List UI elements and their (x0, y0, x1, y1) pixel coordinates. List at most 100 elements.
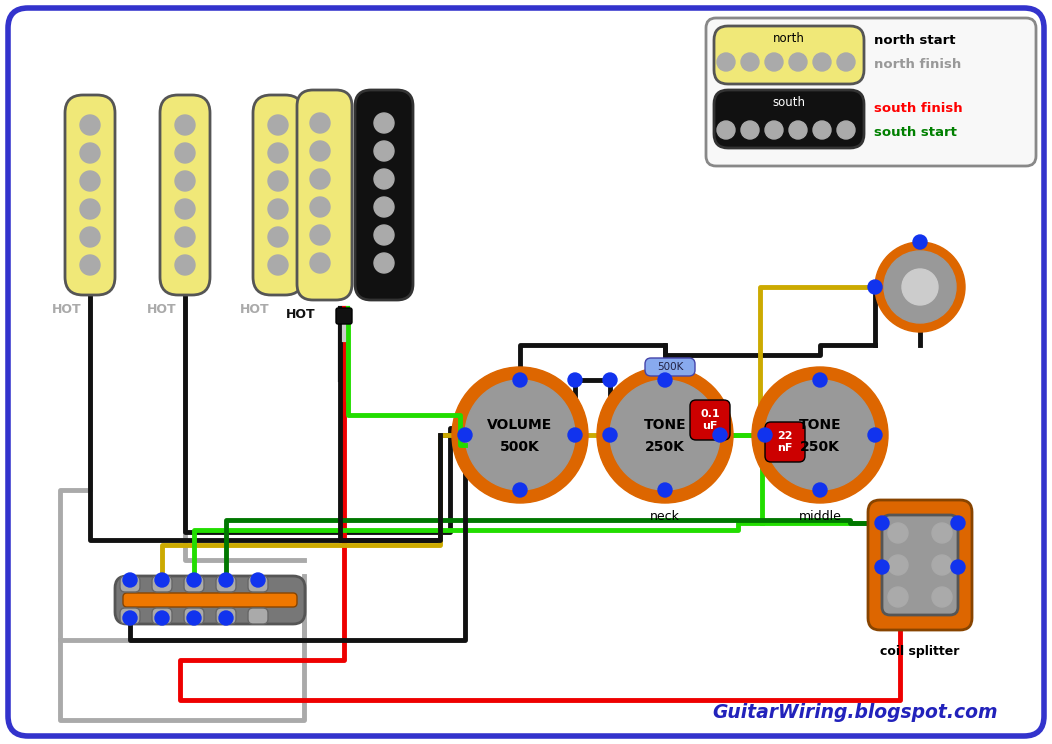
Circle shape (219, 611, 232, 625)
Text: south: south (772, 95, 806, 109)
Circle shape (902, 269, 938, 305)
Circle shape (375, 141, 394, 161)
Circle shape (175, 143, 195, 163)
FancyBboxPatch shape (248, 576, 268, 592)
Circle shape (175, 227, 195, 247)
Circle shape (875, 516, 889, 530)
Circle shape (80, 171, 100, 191)
Circle shape (155, 611, 169, 625)
Circle shape (375, 197, 394, 217)
Circle shape (155, 573, 169, 587)
Circle shape (268, 199, 288, 219)
Circle shape (868, 428, 882, 442)
Circle shape (175, 115, 195, 135)
FancyBboxPatch shape (151, 576, 171, 592)
Circle shape (752, 367, 888, 503)
Circle shape (513, 483, 527, 497)
FancyBboxPatch shape (714, 26, 864, 84)
Circle shape (268, 171, 288, 191)
Circle shape (375, 113, 394, 133)
Circle shape (765, 53, 783, 71)
FancyBboxPatch shape (184, 608, 204, 624)
Circle shape (884, 251, 956, 323)
Circle shape (375, 253, 394, 273)
Circle shape (951, 560, 965, 574)
FancyBboxPatch shape (336, 308, 352, 324)
FancyBboxPatch shape (123, 593, 297, 607)
FancyBboxPatch shape (868, 500, 972, 630)
Text: coil splitter: coil splitter (881, 645, 959, 658)
Circle shape (951, 516, 965, 530)
Circle shape (717, 121, 735, 139)
Circle shape (658, 483, 672, 497)
Text: 500K: 500K (500, 440, 540, 454)
Circle shape (813, 53, 831, 71)
Circle shape (219, 573, 232, 587)
Circle shape (80, 227, 100, 247)
Circle shape (310, 113, 330, 133)
Text: 250K: 250K (801, 440, 839, 454)
Circle shape (837, 121, 855, 139)
Circle shape (717, 53, 735, 71)
Circle shape (175, 171, 195, 191)
Circle shape (175, 255, 195, 275)
FancyBboxPatch shape (151, 608, 171, 624)
Text: south finish: south finish (874, 101, 963, 115)
Circle shape (658, 373, 672, 387)
Circle shape (888, 555, 908, 575)
Circle shape (758, 428, 772, 442)
Text: neck: neck (650, 510, 680, 523)
FancyBboxPatch shape (115, 576, 305, 624)
Circle shape (888, 523, 908, 543)
FancyBboxPatch shape (297, 90, 352, 300)
Text: middle: middle (798, 510, 842, 523)
Circle shape (596, 367, 733, 503)
FancyBboxPatch shape (65, 95, 115, 295)
Circle shape (813, 121, 831, 139)
FancyBboxPatch shape (8, 8, 1044, 736)
Text: GuitarWiring.blogspot.com: GuitarWiring.blogspot.com (712, 703, 997, 722)
Circle shape (513, 373, 527, 387)
Text: VOLUME: VOLUME (487, 418, 552, 432)
FancyBboxPatch shape (184, 576, 204, 592)
FancyBboxPatch shape (714, 90, 864, 148)
FancyBboxPatch shape (355, 90, 413, 300)
Circle shape (375, 169, 394, 189)
Circle shape (913, 235, 927, 249)
Circle shape (80, 255, 100, 275)
Circle shape (932, 523, 952, 543)
FancyBboxPatch shape (120, 576, 140, 592)
FancyBboxPatch shape (645, 358, 695, 376)
Circle shape (268, 143, 288, 163)
Text: HOT: HOT (240, 303, 269, 316)
Circle shape (765, 121, 783, 139)
FancyBboxPatch shape (120, 608, 140, 624)
Circle shape (123, 573, 137, 587)
Circle shape (932, 555, 952, 575)
Circle shape (310, 141, 330, 161)
Circle shape (568, 373, 582, 387)
Circle shape (452, 367, 588, 503)
FancyBboxPatch shape (160, 95, 210, 295)
Text: 500K: 500K (656, 362, 683, 372)
FancyBboxPatch shape (252, 95, 303, 295)
Circle shape (458, 428, 472, 442)
Circle shape (80, 143, 100, 163)
Circle shape (268, 255, 288, 275)
FancyBboxPatch shape (690, 400, 730, 440)
Circle shape (375, 225, 394, 245)
Circle shape (868, 280, 882, 294)
Circle shape (465, 380, 575, 490)
Circle shape (603, 428, 618, 442)
Text: 0.1
uF: 0.1 uF (701, 409, 720, 431)
Circle shape (837, 53, 855, 71)
FancyBboxPatch shape (882, 515, 958, 615)
Circle shape (80, 199, 100, 219)
Circle shape (268, 227, 288, 247)
Circle shape (251, 573, 265, 587)
Text: TONE: TONE (798, 418, 842, 432)
Circle shape (310, 197, 330, 217)
Circle shape (610, 380, 720, 490)
Circle shape (741, 53, 758, 71)
Circle shape (713, 428, 727, 442)
